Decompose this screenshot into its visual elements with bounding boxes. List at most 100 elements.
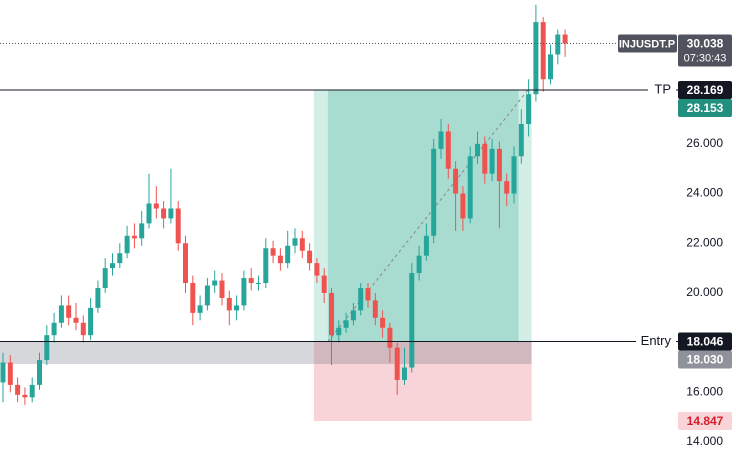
y-tick-label: 14.000 (686, 434, 723, 448)
candle-body (438, 131, 444, 149)
candle-body (204, 285, 210, 306)
candle-body (350, 310, 356, 321)
candle-body (22, 394, 28, 398)
price-label-box (678, 332, 732, 351)
candle-body (518, 123, 524, 157)
price-label-box (678, 80, 732, 99)
last-price-box (678, 34, 732, 67)
candle-body (80, 322, 86, 336)
candle-body (168, 208, 174, 219)
candle-body (15, 384, 21, 395)
candle-body (526, 94, 532, 124)
position-target-area-inner (327, 90, 519, 342)
price-label-box (678, 350, 732, 369)
candle-body (131, 235, 137, 239)
candle-body (190, 283, 196, 313)
level-name: TP (654, 81, 671, 96)
candle-body (504, 181, 510, 194)
candle-body (110, 263, 115, 269)
price-label: 18.046 (687, 335, 724, 349)
candle-body (117, 253, 123, 264)
candle-body (51, 322, 57, 336)
candle-body (0, 362, 6, 383)
candle-body (58, 305, 64, 323)
symbol-label: INJUSDT.P (619, 38, 675, 50)
candle-body (285, 245, 291, 264)
price-label: 14.847 (687, 414, 724, 428)
zone (0, 341, 532, 365)
candle-body (66, 305, 72, 318)
candle-body (212, 280, 218, 286)
candle-body (226, 297, 232, 311)
candle-body (95, 287, 101, 308)
price-label-box (678, 98, 732, 117)
candle-body (453, 168, 459, 194)
candle-body (299, 238, 305, 251)
last-price-label: 30.038 (687, 37, 724, 51)
y-tick-label: 22.000 (686, 235, 723, 249)
candle-body (102, 268, 108, 288)
candle-body (314, 263, 320, 276)
position-stop-area (313, 341, 532, 422)
level-name: Entry (641, 333, 672, 348)
candle-body (460, 193, 466, 219)
candle-body (562, 34, 568, 44)
candle-body (124, 235, 130, 254)
candle-body (475, 143, 480, 157)
candle-body (197, 305, 203, 313)
candle-body (358, 287, 364, 311)
candle-body (343, 320, 349, 328)
candle-body (44, 335, 50, 361)
candle-body (533, 22, 539, 95)
candle-body (263, 248, 269, 284)
candle-body (307, 250, 313, 264)
candle-body (402, 367, 407, 380)
price-label: 18.030 (687, 353, 724, 367)
y-tick-label: 16.000 (686, 385, 723, 399)
candle-body (387, 327, 393, 348)
candle-body (321, 275, 327, 293)
candle-body (146, 203, 152, 224)
candle-body (336, 327, 342, 336)
candle-body (380, 317, 386, 328)
candle-body (329, 292, 334, 336)
price-label-box (678, 412, 732, 431)
candle-body (482, 143, 488, 174)
candle-body (277, 255, 283, 264)
candle-body (292, 238, 298, 246)
candle-body (234, 305, 240, 311)
candle-body (431, 148, 437, 236)
candle-body (548, 54, 553, 80)
candle-body (256, 283, 261, 285)
candle-body (423, 235, 429, 256)
candle-body (372, 300, 378, 318)
candle-body (175, 208, 181, 244)
candle-body (394, 347, 400, 380)
candle-body (37, 360, 42, 385)
candle-body (73, 317, 79, 323)
y-tick-label: 24.000 (686, 186, 723, 200)
candle-body (365, 287, 371, 301)
candle-body (7, 362, 13, 385)
candle-body (555, 34, 561, 55)
candle-body (29, 384, 35, 398)
candle-body (248, 278, 254, 284)
candle-body (445, 131, 451, 169)
candle-body (270, 248, 276, 256)
candle-body (540, 22, 546, 80)
countdown: 07:30:43 (684, 52, 727, 64)
price-label: 28.153 (687, 101, 724, 115)
symbol-label-box (618, 34, 677, 53)
candle-body (496, 148, 502, 182)
y-tick-label: 26.000 (686, 136, 723, 150)
y-tick-label: 20.000 (686, 285, 723, 299)
candle-body (409, 273, 415, 368)
candle-body (416, 255, 422, 274)
candle-body (153, 203, 159, 209)
candle-body (161, 208, 167, 219)
price-label: 28.169 (687, 83, 724, 97)
candle-body (511, 156, 517, 194)
candle-body (467, 156, 473, 219)
candle-body (183, 243, 188, 284)
